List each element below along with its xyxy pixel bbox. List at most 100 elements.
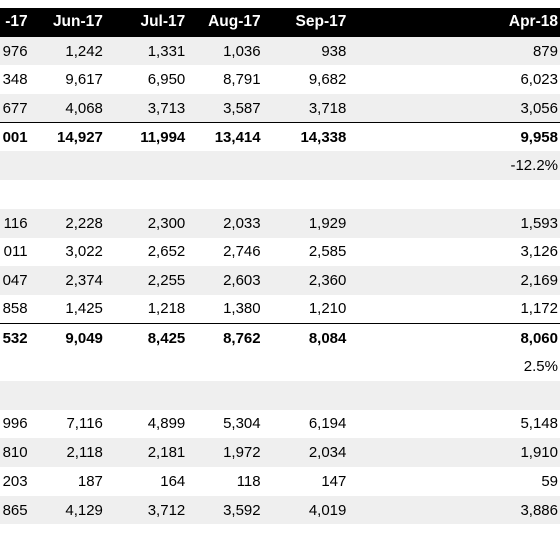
table-cell <box>30 180 111 209</box>
table-cell: 59 <box>541 472 558 490</box>
table-cell: 4,068 <box>29 94 111 123</box>
table-cell: 532 <box>0 323 30 353</box>
table-row: 2.5% <box>0 352 560 381</box>
table-cell: 1,910 <box>354 438 560 467</box>
table-cell: 1,172 <box>520 300 558 318</box>
table-header: -17 Jun-17 Jul-17 Aug-17 Sep-17 Apr-18 <box>0 8 560 37</box>
table-cell: 1,210 <box>308 300 347 318</box>
table-cell: 2,652 <box>147 243 186 261</box>
table-cell: 3,712 <box>110 495 192 525</box>
table-row <box>0 380 560 410</box>
table-cell: 3,587 <box>191 94 269 123</box>
table-cell: 2,033 <box>191 208 269 238</box>
header-row: -17 Jun-17 Jul-17 Aug-17 Sep-17 Apr-18 <box>0 8 560 37</box>
table-row: 865 4,129 3,712 3,592 4,019 3,886 <box>0 495 560 525</box>
table-cell: 2,181 <box>110 438 192 467</box>
table-row: 116 2,228 2,300 2,033 1,929 1,593 <box>0 208 560 238</box>
table-cell: 2,034 <box>268 438 355 467</box>
table-cell: 13,414 <box>191 122 269 152</box>
table-cell: 8,060 <box>354 323 560 353</box>
table-cell <box>191 180 268 209</box>
table-cell: 1,929 <box>268 208 355 238</box>
table-cell: 996 <box>2 415 28 433</box>
table-cell: 348 <box>2 71 28 89</box>
table-cell: 147 <box>321 472 347 490</box>
table-cell <box>268 151 355 181</box>
table-row: 348 9,617 6,950 8,791 9,682 6,023 <box>0 65 560 94</box>
table-cell: 4,129 <box>29 495 111 525</box>
table-cell: 1,593 <box>354 208 560 238</box>
table-cell <box>354 380 560 410</box>
table-cell <box>191 352 268 381</box>
table-cell: 011 <box>3 243 28 261</box>
table-cell <box>111 180 191 209</box>
table-cell: 3,022 <box>65 243 103 261</box>
table-row: 810 2,118 2,181 1,972 2,034 1,910 <box>0 438 560 467</box>
table-row: 996 7,116 4,899 5,304 6,194 5,148 <box>0 410 560 439</box>
table-cell <box>29 380 111 410</box>
table-cell: 9,958 <box>354 122 560 152</box>
table-cell: 2,374 <box>29 266 111 295</box>
table-cell: 2,360 <box>268 266 355 295</box>
table-cell <box>191 151 269 181</box>
table-cell: 187 <box>77 472 103 490</box>
table-cell: 1,242 <box>29 36 111 66</box>
column-header: Aug-17 <box>191 8 269 37</box>
column-header: Sep-17 <box>268 8 355 37</box>
table-cell: 7,116 <box>66 415 103 433</box>
table-cell: 879 <box>354 36 560 66</box>
column-header: -17 <box>0 8 30 37</box>
table-cell: 1,972 <box>191 438 269 467</box>
table-cell: 8,084 <box>268 323 355 353</box>
table-cell: 047 <box>0 266 30 295</box>
table-cell: 118 <box>236 472 261 490</box>
table-cell: 2,603 <box>191 266 269 295</box>
table-cell: 2,300 <box>110 208 192 238</box>
table-cell <box>110 380 192 410</box>
table-cell: 9,682 <box>308 71 347 89</box>
table-cell <box>191 380 269 410</box>
table-cell: 1,331 <box>110 36 192 66</box>
table-cell: 2,118 <box>29 438 111 467</box>
column-header: Jun-17 <box>29 8 111 37</box>
table-cell: 1,380 <box>223 300 261 318</box>
table-cell: 976 <box>0 36 30 66</box>
table-cell: 1,036 <box>191 36 269 66</box>
table-body: 976 1,242 1,331 1,036 938 879 348 9,617 6,950 8,7… <box>0 36 560 525</box>
table-cell <box>0 352 30 381</box>
table-cell: 810 <box>0 438 30 467</box>
table-cell: 8,425 <box>110 323 192 353</box>
table-cell: 2,255 <box>110 266 192 295</box>
table-cell: 164 <box>160 472 186 490</box>
table-cell: 677 <box>0 94 30 123</box>
table-cell: 6,023 <box>520 71 558 89</box>
monthly-data-table: -17 Jun-17 Jul-17 Aug-17 Sep-17 Apr-18 976 1,2… <box>0 8 560 525</box>
table-cell: 14,927 <box>29 122 111 152</box>
table-cell: 3,056 <box>354 94 560 123</box>
table-cell: 4,019 <box>268 495 355 525</box>
table-cell: 116 <box>0 208 30 238</box>
table-cell: 938 <box>268 36 355 66</box>
table-row: 976 1,242 1,331 1,036 938 879 <box>0 36 560 66</box>
table-row: 677 4,068 3,713 3,587 3,718 3,056 <box>0 94 560 123</box>
table-cell: 865 <box>0 495 30 525</box>
table-row: 001 14,927 11,994 13,414 14,338 9,958 <box>0 122 560 152</box>
table-row: 011 3,022 2,652 2,746 2,585 3,126 <box>0 238 560 267</box>
table-cell: 9,049 <box>29 323 111 353</box>
table-cell <box>30 352 111 381</box>
table-cell: 3,886 <box>354 495 560 525</box>
table-cell: 5,304 <box>223 415 261 433</box>
table-cell: 3,126 <box>520 243 558 261</box>
table-cell: 1,218 <box>147 300 186 318</box>
table-cell: 3,592 <box>191 495 269 525</box>
table-cell: 3,713 <box>110 94 192 123</box>
table-cell: 11,994 <box>110 122 192 152</box>
table-cell <box>269 352 355 381</box>
table-cell: 203 <box>2 472 28 490</box>
table-cell <box>111 352 191 381</box>
table-row: -12.2% <box>0 151 560 181</box>
table-cell <box>268 380 355 410</box>
table-cell: 2,585 <box>308 243 347 261</box>
table-row: 532 9,049 8,425 8,762 8,084 8,060 <box>0 323 560 353</box>
table-cell: 4,899 <box>147 415 186 433</box>
